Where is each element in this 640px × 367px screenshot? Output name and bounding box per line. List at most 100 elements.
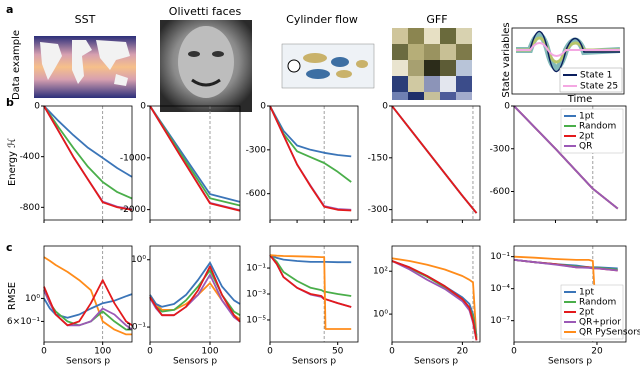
y-tick-label: -400 xyxy=(20,152,41,162)
series-line xyxy=(149,105,241,212)
x-tick-label: 0 xyxy=(41,347,47,357)
x-tick-label: 50 xyxy=(332,347,344,357)
image-title: Cylinder flow xyxy=(286,13,358,26)
legend-label: 1pt xyxy=(579,112,594,122)
plot-frame xyxy=(43,245,133,343)
panel-label: b xyxy=(6,96,14,109)
plot-frame xyxy=(391,245,481,343)
series-line xyxy=(149,105,241,212)
y-tick-label: 10⁰ xyxy=(373,310,388,320)
series-line xyxy=(513,259,618,272)
series-line xyxy=(391,257,478,339)
series-line xyxy=(269,105,352,212)
series-line xyxy=(391,260,478,341)
series-line xyxy=(149,105,241,203)
image-title: Olivetti faces xyxy=(169,5,242,18)
row-label: Data example xyxy=(11,30,22,100)
series-line xyxy=(149,269,241,316)
image-title: SST xyxy=(75,13,96,26)
panel-label: a xyxy=(6,3,13,16)
series-line xyxy=(43,293,133,319)
series-line xyxy=(269,254,352,297)
legend-label: 1pt xyxy=(579,288,594,298)
plot-frame xyxy=(513,105,627,221)
y-tick-label: -2000 xyxy=(120,205,146,215)
y-tick-label: 10⁻³ xyxy=(246,290,266,300)
y-tick-label: 0 xyxy=(504,102,510,112)
y-tick-label: 0 xyxy=(34,102,40,112)
series-line xyxy=(149,105,241,207)
y-tick-label: -600 xyxy=(490,187,511,197)
y-tick-label: 0 xyxy=(260,102,266,112)
y-tick-label: -300 xyxy=(368,205,389,215)
plot-frame xyxy=(269,105,359,221)
x-axis-label: Sensors p xyxy=(292,357,336,367)
x-tick-label: 0 xyxy=(511,347,517,357)
y-tick-label: 10² xyxy=(373,267,388,277)
y-tick-label: 10⁻⁴ xyxy=(490,284,510,294)
series-line xyxy=(269,254,352,330)
series-line xyxy=(269,105,352,158)
gff-image xyxy=(392,28,472,100)
series-line xyxy=(149,261,241,308)
legend-label: 2pt xyxy=(579,132,594,142)
x-tick-label: 100 xyxy=(201,347,218,357)
row-ylabel: Energy ℋ xyxy=(7,138,18,186)
x-axis-label: Sensors p xyxy=(66,357,110,367)
y-tick-label: 10⁻⁷ xyxy=(490,316,510,326)
x-tick-label: 100 xyxy=(94,347,111,357)
y-tick-label: 10⁰ xyxy=(25,294,40,304)
series-line xyxy=(269,254,352,308)
legend-box xyxy=(559,67,623,93)
x-tick-label: 0 xyxy=(267,347,273,357)
legend-label: State 25 xyxy=(580,82,618,92)
rss-ylabel: State variables xyxy=(501,22,512,97)
rss-xlabel: Time xyxy=(567,94,592,105)
series-line xyxy=(43,256,132,336)
x-tick-label: 0 xyxy=(147,347,153,357)
y-tick-label: -600 xyxy=(246,189,267,199)
x-axis-label: Sensors p xyxy=(548,357,592,367)
y-tick-label: -300 xyxy=(490,144,511,154)
legend-label: QR PySensors xyxy=(579,328,640,338)
legend-label: QR xyxy=(579,142,592,152)
series-line xyxy=(391,105,478,214)
series-line xyxy=(43,279,133,327)
series-line xyxy=(269,105,352,183)
y-tick-label: -1000 xyxy=(120,153,146,163)
legend-label: Random xyxy=(579,298,616,308)
plot-frame xyxy=(513,245,627,343)
legend-label: Random xyxy=(579,122,616,132)
y-tick-label: 10⁰ xyxy=(131,255,146,265)
y-tick-label: -150 xyxy=(368,153,389,163)
series-line xyxy=(513,105,619,210)
x-tick-label: 20 xyxy=(591,347,603,357)
cylinder-image xyxy=(281,43,375,89)
series-line xyxy=(43,105,133,200)
y-tick-label: 10⁻¹ xyxy=(126,323,146,333)
series-line xyxy=(149,265,241,323)
y-tick-label: 0 xyxy=(140,102,146,112)
row-ylabel: RMSE xyxy=(7,282,18,310)
plot-frame xyxy=(43,105,133,221)
legend-label: 2pt xyxy=(579,308,594,318)
plot-frame xyxy=(149,105,241,221)
series-line xyxy=(43,105,133,178)
legend-label: State 1 xyxy=(580,71,612,81)
plot-frame xyxy=(269,245,359,343)
y-tick-label: -800 xyxy=(20,203,41,213)
y-tick-label: 6×10⁻¹ xyxy=(7,317,40,327)
x-axis-label: Sensors p xyxy=(414,357,458,367)
legend-label: QR+prior xyxy=(579,318,621,328)
series-line xyxy=(43,105,133,211)
x-tick-label: 20 xyxy=(457,347,469,357)
face-image xyxy=(160,20,252,112)
plot-frame xyxy=(149,245,241,343)
series-line xyxy=(269,254,352,264)
image-title: RSS xyxy=(556,13,578,26)
y-tick-label: -300 xyxy=(246,145,267,155)
y-tick-label: 10⁻¹ xyxy=(490,252,510,262)
series-line xyxy=(391,260,478,336)
sst-image xyxy=(34,36,136,98)
